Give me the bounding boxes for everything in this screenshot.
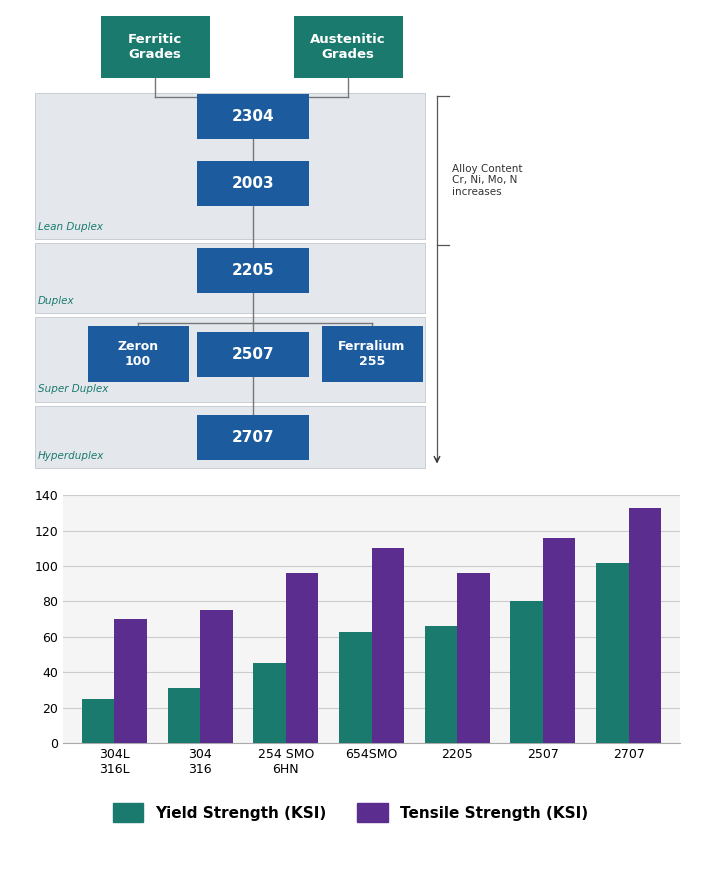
FancyBboxPatch shape: [88, 327, 189, 382]
Bar: [339, 632, 372, 743]
Text: 2507: 2507: [232, 347, 274, 362]
Text: Zeron
100: Zeron 100: [118, 340, 158, 368]
Bar: [510, 601, 543, 743]
Bar: [286, 574, 318, 743]
FancyBboxPatch shape: [197, 94, 309, 139]
Text: Austenitic
Grades: Austenitic Grades: [310, 33, 386, 62]
FancyBboxPatch shape: [294, 17, 402, 78]
Text: Ferritic
Grades: Ferritic Grades: [128, 33, 182, 62]
Text: Ferralium
255: Ferralium 255: [339, 340, 406, 368]
Bar: [168, 688, 200, 743]
FancyBboxPatch shape: [35, 317, 425, 401]
FancyBboxPatch shape: [197, 332, 309, 377]
Bar: [200, 610, 233, 743]
FancyBboxPatch shape: [35, 406, 425, 468]
Bar: [457, 574, 490, 743]
FancyBboxPatch shape: [322, 327, 423, 382]
Bar: [114, 619, 147, 743]
Bar: [596, 562, 629, 743]
Text: Super Duplex: Super Duplex: [38, 384, 109, 395]
FancyBboxPatch shape: [100, 17, 210, 78]
FancyBboxPatch shape: [35, 93, 425, 239]
Bar: [253, 663, 286, 743]
Bar: [543, 538, 576, 743]
Text: Lean Duplex: Lean Duplex: [38, 222, 103, 231]
Bar: [372, 548, 404, 743]
Text: 2707: 2707: [232, 430, 274, 445]
Bar: [629, 507, 661, 743]
Bar: [82, 699, 114, 743]
Text: Duplex: Duplex: [38, 295, 74, 306]
Text: 2205: 2205: [231, 263, 274, 278]
Text: Alloy Content
Cr, Ni, Mo, N
increases: Alloy Content Cr, Ni, Mo, N increases: [452, 163, 522, 196]
FancyBboxPatch shape: [197, 249, 309, 294]
Bar: [425, 627, 457, 743]
Text: Hyperduplex: Hyperduplex: [38, 451, 104, 461]
FancyBboxPatch shape: [197, 161, 309, 206]
Legend: Yield Strength (KSI), Tensile Strength (KSI): Yield Strength (KSI), Tensile Strength (…: [107, 797, 594, 828]
FancyBboxPatch shape: [35, 243, 425, 313]
Text: 2003: 2003: [232, 176, 274, 191]
Text: 2304: 2304: [232, 109, 274, 124]
FancyBboxPatch shape: [197, 415, 309, 461]
